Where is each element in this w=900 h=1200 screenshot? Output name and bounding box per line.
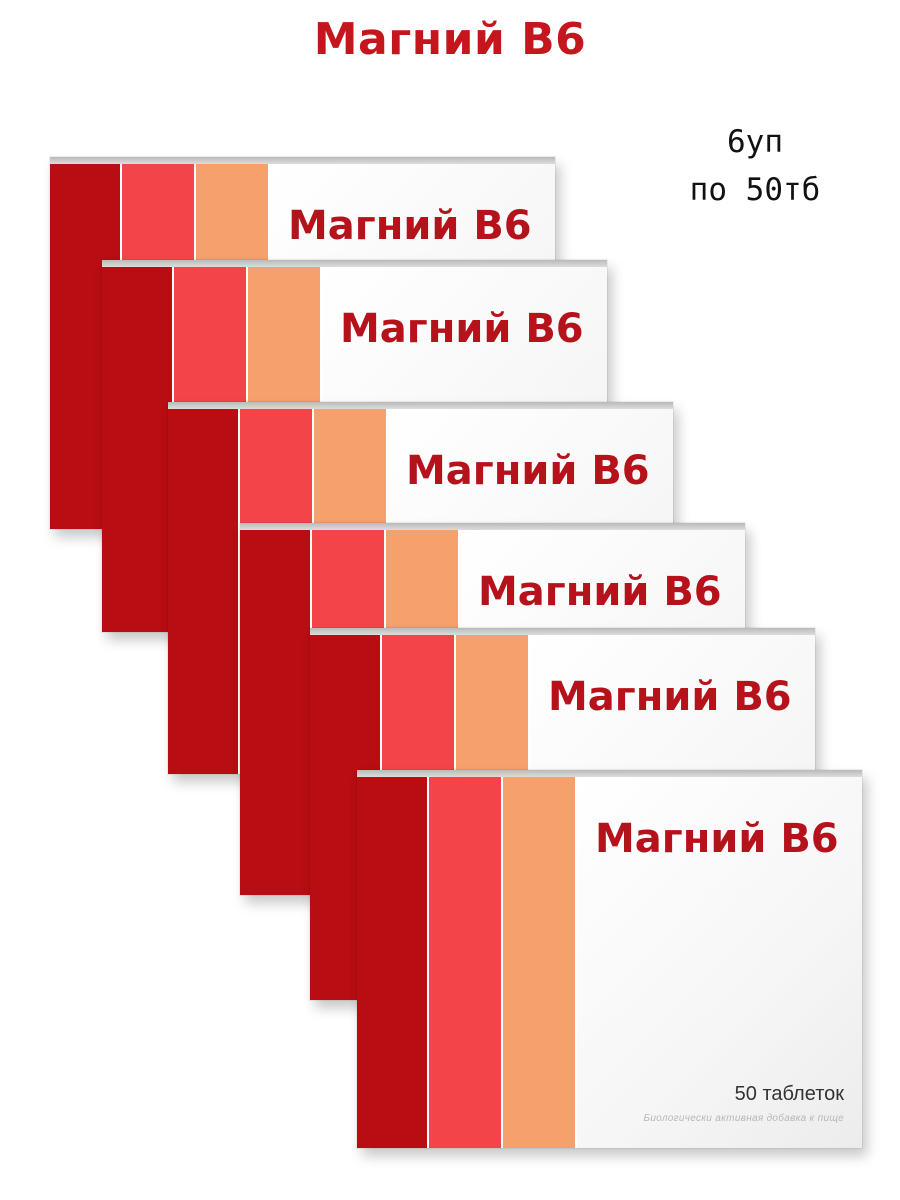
box-product-name: Магний В6: [478, 569, 722, 615]
box-top-edge: [310, 628, 815, 635]
stripe-dark-red: [357, 777, 427, 1148]
headline: Магний В6: [313, 14, 587, 65]
stripe-orange: [503, 777, 575, 1148]
tablet-count: 50 таблеток: [734, 1083, 844, 1105]
box-product-name: Магний В6: [548, 674, 792, 720]
box-top-edge: [240, 523, 745, 530]
box-top-edge: [102, 260, 607, 267]
box-top-edge: [50, 157, 555, 164]
pack-count-label: 6уп по 50тб: [650, 118, 860, 214]
supplement-note: Биологически активная добавка к пище: [643, 1113, 844, 1124]
stripe-red: [429, 777, 501, 1148]
box-product-name: Магний В6: [406, 448, 650, 494]
box-white-panel: [577, 777, 862, 1148]
box-top-edge: [357, 770, 862, 777]
pack-count-line-2: по 50тб: [689, 172, 821, 208]
pack-count-line-1: 6уп: [727, 124, 783, 160]
stripe-dark-red: [240, 530, 310, 895]
stripe-dark-red: [168, 409, 238, 774]
product-box-6: Магний В6 50 таблеток Биологически актив…: [357, 770, 862, 1148]
box-product-name: Магний В6: [595, 816, 839, 862]
box-product-name: Магний В6: [288, 203, 532, 249]
box-top-edge: [168, 402, 673, 409]
box-product-name: Магний В6: [340, 306, 584, 352]
stripe-dark-red: [102, 267, 172, 632]
